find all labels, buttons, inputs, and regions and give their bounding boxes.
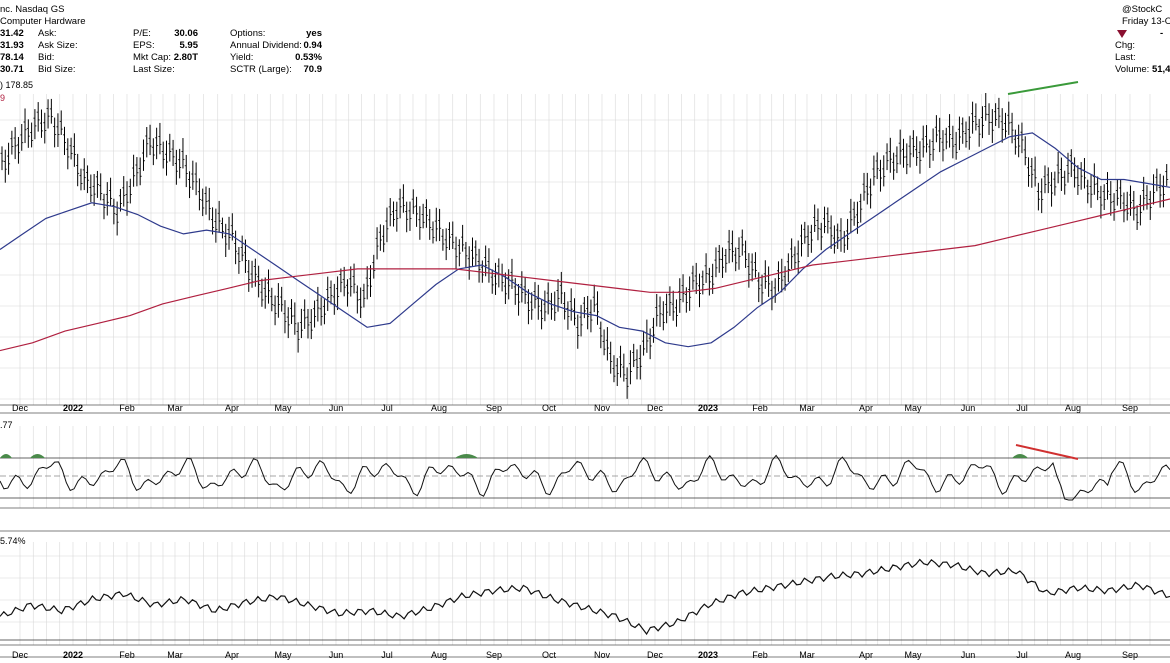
price-value: 78.14: [0, 52, 24, 63]
month-tick-label: Jul: [381, 650, 393, 660]
quote-label: Ask:: [38, 28, 57, 39]
price-value: 31.42: [0, 28, 24, 39]
rsi-overbought-fill: [455, 454, 478, 458]
sma200-line: [0, 198, 1170, 352]
month-tick-label: 2022: [63, 650, 83, 660]
volume-value: 51,4: [1151, 64, 1170, 75]
month-tick-label: Dec: [12, 650, 29, 660]
rsi-overbought-fill: [30, 454, 45, 458]
month-tick-label: Mar: [167, 650, 183, 660]
right-labels: Chg: Last: Volume: 51,4: [1115, 40, 1170, 76]
month-tick-label: Feb: [752, 403, 768, 413]
month-tick-label: May: [904, 650, 922, 660]
month-tick-label: 2022: [63, 403, 83, 413]
month-tick-label: Aug: [431, 650, 447, 660]
header-exchange: nc. Nasdaq GS: [0, 4, 65, 15]
fund-values: 30.06 5.95 2.80T: [170, 28, 198, 76]
other-label: Yield:: [230, 52, 254, 63]
price-value: 31.93: [0, 40, 24, 51]
month-tick-label: Jun: [961, 650, 976, 660]
header-credit: @StockC: [1122, 4, 1163, 15]
fund-labels: P/E: EPS: Mkt Cap: Last Size:: [133, 28, 175, 76]
month-tick-label: Oct: [542, 650, 557, 660]
other-label: Options:: [230, 28, 266, 39]
right-label: Chg:: [1115, 40, 1136, 51]
quote-labels: Ask: Ask Size: Bid: Bid Size:: [38, 28, 78, 76]
month-tick-label: Jun: [329, 650, 344, 660]
month-tick-label: 2023: [698, 403, 718, 413]
fund-label: P/E:: [133, 28, 151, 39]
month-tick-label: May: [274, 403, 292, 413]
right-label: Last:: [1115, 52, 1136, 63]
other-labels: Options: Annual Dividend: Yield: SCTR (L…: [230, 28, 302, 76]
fund-label: EPS:: [133, 40, 155, 51]
other-value: 0.53%: [295, 52, 322, 63]
month-tick-label: Feb: [752, 650, 768, 660]
month-tick-label: Feb: [119, 650, 135, 660]
green-trendline: [1007, 81, 1079, 95]
rsi-overbought-fill: [0, 454, 12, 458]
month-tick-label: Jul: [1016, 650, 1028, 660]
pct-line: [0, 558, 1170, 636]
month-tick-label: Feb: [119, 403, 135, 413]
month-tick-label: Jul: [1016, 403, 1028, 413]
ma-label: ) 178.85: [0, 80, 34, 90]
sma50-line: [0, 132, 1170, 348]
month-tick-label: Apr: [859, 403, 873, 413]
month-tick-label: Apr: [225, 650, 239, 660]
price-value: 30.71: [0, 64, 24, 75]
fund-value: 2.80T: [173, 52, 198, 63]
month-tick-label: Oct: [542, 403, 557, 413]
other-label: SCTR (Large):: [230, 64, 292, 75]
quote-label: Bid:: [38, 52, 55, 63]
red-trendline: [1015, 444, 1079, 460]
quote-label: Ask Size:: [38, 40, 78, 51]
fund-value: 5.95: [179, 40, 199, 51]
month-tick-label: Sep: [486, 650, 502, 660]
month-tick-label: Mar: [799, 650, 815, 660]
month-tick-label: Aug: [1065, 403, 1081, 413]
month-tick-label: Apr: [225, 403, 239, 413]
month-tick-label: Dec: [647, 650, 664, 660]
month-tick-label: Mar: [799, 403, 815, 413]
month-tick-label: May: [274, 650, 292, 660]
month-tick-label: Apr: [859, 650, 873, 660]
month-tick-label: Dec: [12, 403, 29, 413]
header-date: Friday 13-O: [1122, 16, 1170, 27]
fund-value: 30.06: [174, 28, 198, 39]
other-label: Annual Dividend:: [230, 40, 302, 51]
right-label-volume: Volume: 51,4: [1115, 64, 1170, 76]
month-tick-label: Sep: [486, 403, 502, 413]
month-tick-label: Sep: [1122, 650, 1138, 660]
volume-label: Volume:: [1115, 64, 1150, 75]
price-column: 31.42 31.93 78.14 30.71: [0, 28, 24, 76]
month-tick-label: Nov: [594, 650, 611, 660]
month-tick-label: 2023: [698, 650, 718, 660]
fund-label: Last Size:: [133, 64, 175, 75]
quote-label: Bid Size:: [38, 64, 76, 75]
month-tick-label: Jun: [329, 403, 344, 413]
rsi-line: [0, 454, 1170, 501]
header-industry: Computer Hardware: [0, 16, 86, 27]
other-values: yes 0.94 0.53% 70.9: [290, 28, 322, 76]
month-tick-label: Aug: [431, 403, 447, 413]
month-tick-label: Jun: [961, 403, 976, 413]
other-value: 0.94: [303, 40, 323, 51]
month-tick-label: Mar: [167, 403, 183, 413]
month-tick-label: Jul: [381, 403, 393, 413]
other-value: 70.9: [303, 64, 323, 75]
month-tick-label: Dec: [647, 403, 664, 413]
ma-label-2: 9: [0, 93, 6, 103]
fund-label: Mkt Cap:: [133, 52, 172, 63]
right-dash: -: [1160, 28, 1164, 39]
month-tick-label: Aug: [1065, 650, 1081, 660]
month-tick-label: Sep: [1122, 403, 1138, 413]
rsi-overbought-fill: [1012, 454, 1028, 458]
other-value: yes: [306, 28, 322, 39]
month-tick-label: Nov: [594, 403, 611, 413]
month-tick-label: May: [904, 403, 922, 413]
pct-label: 5.74%: [0, 536, 26, 546]
rsi-label: .77: [0, 420, 13, 430]
